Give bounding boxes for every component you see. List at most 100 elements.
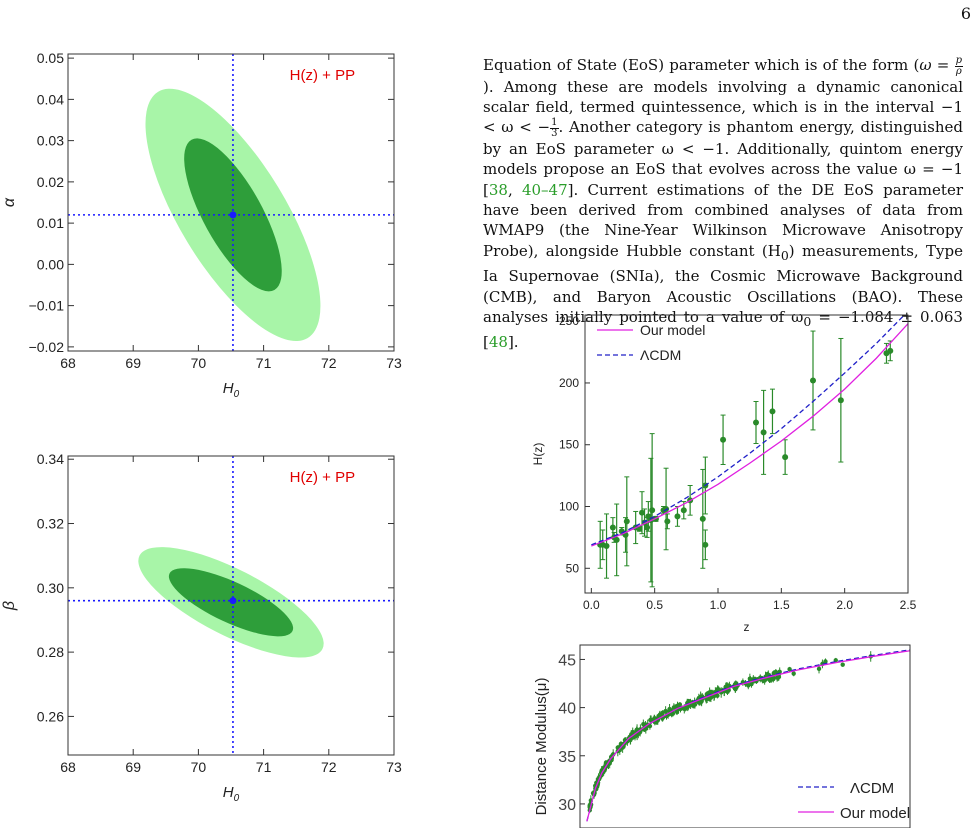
y-tick-label: 45 <box>558 652 576 669</box>
data-point <box>644 524 651 531</box>
subscript: 0 <box>803 314 812 330</box>
text-segment: . Another category is phantom energy, di… <box>483 118 963 199</box>
our-model-curve <box>586 650 910 822</box>
y-tick-label: 0.30 <box>37 580 64 596</box>
x-tick-label: 71 <box>256 759 272 775</box>
y-tick-label: 0.02 <box>37 174 64 190</box>
y-tick-label: 50 <box>566 561 580 575</box>
legend-label-lcdm: ΛCDM <box>640 347 681 363</box>
x-tick-label: 1.0 <box>710 598 727 612</box>
data-point <box>664 518 671 525</box>
y-tick-label: 250 <box>559 314 579 328</box>
data-point <box>774 675 780 680</box>
data-point <box>725 689 730 695</box>
dataset-annotation: H(z) + PP <box>290 67 355 84</box>
x-tick-label: 70 <box>191 759 207 775</box>
data-point <box>647 723 653 729</box>
citation-link[interactable]: 48 <box>488 333 508 352</box>
text-segment: . Among these are models involving a dyn… <box>483 77 963 137</box>
contour-plot-h0-beta: H(z) + PP 68 69 70 71 72 73 0.26 0.28 0.30 0.32 0.3… <box>1 451 402 804</box>
y-tick-label: 0.03 <box>37 133 64 149</box>
x-tick-label: 72 <box>321 355 337 371</box>
x-tick-label: 69 <box>125 355 141 371</box>
data-point <box>823 659 828 664</box>
data-point <box>771 676 776 682</box>
y-axis-label: β <box>1 601 18 611</box>
x-tick-label: 69 <box>125 759 141 775</box>
y-tick-label: 0.05 <box>37 50 64 66</box>
hubble-parameter-plot: 0.0 0.5 1.0 1.5 2.0 2.5 50 100 150 200 250 z H(z) Our… <box>531 314 917 634</box>
data-point <box>648 717 654 722</box>
data-point <box>628 737 633 743</box>
data-point <box>773 669 779 675</box>
frac-denominator: 3 <box>551 127 558 139</box>
data-point <box>760 429 767 436</box>
data-point <box>696 700 702 705</box>
citation-link[interactable]: 40–47 <box>521 180 568 199</box>
data-point <box>634 727 640 732</box>
lcdm-curve <box>591 315 906 546</box>
frac-numerator: 1 <box>550 116 559 129</box>
y-tick-label: 100 <box>559 500 579 514</box>
data-point <box>720 436 727 443</box>
plot-area <box>68 54 394 351</box>
citation-link[interactable]: 38 <box>488 180 508 199</box>
x-tick-label: 68 <box>60 355 76 371</box>
legend-label-our-model: Our model <box>640 322 705 338</box>
data-point <box>782 454 789 461</box>
y-tick-label: 30 <box>558 797 576 814</box>
omega-equation: (ω = p ρ) <box>483 54 963 96</box>
y-tick-label: 0.00 <box>37 256 64 272</box>
contour-plot-h0-alpha: H(z) + PP 68 69 70 71 72 73 −0.02 −0.01 0.00 0.01 0… <box>1 50 402 400</box>
y-tick-label: 40 <box>558 701 576 718</box>
data-point <box>613 536 620 543</box>
y-tick-label: −0.02 <box>29 339 65 355</box>
x-tick-label: 0.0 <box>583 598 600 612</box>
text-segment: ) measurements, Type Ia Supernovae (SNIa… <box>483 241 963 327</box>
data-point <box>769 408 776 415</box>
y-tick-label: 0.01 <box>37 215 64 231</box>
y-tick-label: 0.26 <box>37 708 64 724</box>
plot-area <box>68 456 394 755</box>
x-axis-label: H0 <box>223 380 240 400</box>
y-tick-label: 150 <box>559 438 579 452</box>
y-tick-label: 0.32 <box>37 516 64 532</box>
plot-frame <box>67 53 395 352</box>
legend-label-lcdm: ΛCDM <box>850 780 894 797</box>
plot-frame <box>579 644 911 828</box>
y-tick-label: 0.28 <box>37 644 64 660</box>
frac-numerator: p <box>954 54 963 67</box>
distance-modulus-plot: 30 35 40 45 Distance Modulus(μ) ΛCDM Our model <box>533 644 911 828</box>
data-point <box>840 662 845 667</box>
text-segment: = −1.084 ± 0.063 [ <box>483 308 963 352</box>
plot-frame <box>67 455 395 756</box>
data-point <box>674 513 681 520</box>
data-point <box>753 419 759 426</box>
x-tick-label: 0.5 <box>646 598 663 612</box>
data-point <box>733 686 738 692</box>
data-point <box>816 666 822 672</box>
frac-denominator: ρ <box>955 65 962 77</box>
data-point <box>787 666 792 672</box>
legend-label-our-model: Our model <box>840 805 910 822</box>
x-tick-label: 72 <box>321 759 337 775</box>
body-paragraph: Equation of State (EoS) parameter which … <box>483 55 963 353</box>
data-point <box>652 716 657 721</box>
data-point <box>657 712 663 717</box>
text-segment: ]. <box>507 333 519 352</box>
y-axis-label: α <box>1 197 18 207</box>
data-point <box>639 509 645 516</box>
x-axis-label-subscript: 0 <box>234 389 240 400</box>
data-point <box>707 696 712 702</box>
y-tick-label: −0.01 <box>29 298 65 314</box>
data-point <box>649 507 656 514</box>
best-fit-point <box>229 211 237 219</box>
y-axis-label: H(z) <box>531 443 545 466</box>
citation-separator: , <box>507 180 522 199</box>
x-tick-label: 70 <box>191 355 207 371</box>
page-number: 6 <box>960 4 971 23</box>
our-model-curve <box>591 323 908 547</box>
text-segment: Equation of State (EoS) parameter which … <box>483 56 914 74</box>
